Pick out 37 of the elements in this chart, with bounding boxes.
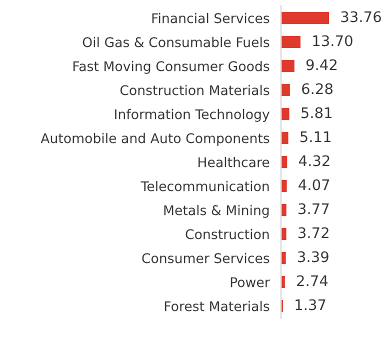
y-tick-label: Construction Materials (120, 84, 270, 96)
y-tick-label: Information Technology (115, 108, 270, 122)
y-tick-label: Fast Moving Consumer Goods (73, 60, 270, 74)
y-tick-label: Telecommunication (140, 180, 269, 192)
bar (281, 252, 286, 264)
y-tick-label: Metals & Mining (164, 204, 269, 218)
y-tick-label: Financial Services (152, 12, 270, 24)
bar (281, 228, 286, 240)
data-label: 13.70 (313, 35, 352, 46)
bar (281, 204, 286, 216)
y-tick-label: Construction (186, 228, 269, 240)
data-label: 9.42 (306, 59, 337, 70)
bar (281, 276, 285, 288)
data-label: 5.81 (302, 107, 332, 118)
y-tick-label: Healthcare (198, 156, 270, 168)
y-tick-label: Automobile and Auto Components (40, 132, 270, 146)
data-label: 3.72 (298, 227, 328, 238)
y-tick-label: Consumer Services (142, 252, 270, 264)
bar (281, 180, 287, 192)
bar (281, 60, 294, 72)
y-tick-label: Oil Gas & Consumable Fuels (82, 36, 270, 48)
data-label: 4.32 (298, 155, 330, 166)
data-label: 3.39 (298, 251, 328, 262)
bar (281, 108, 290, 120)
data-label: 2.74 (297, 275, 328, 286)
data-label: 6.28 (302, 83, 333, 94)
data-label: 1.37 (296, 299, 326, 310)
y-tick-label: Forest Materials (164, 300, 270, 312)
data-label: 3.77 (298, 203, 329, 214)
bar (281, 84, 290, 96)
data-label: 33.76 (341, 11, 381, 22)
bar (281, 132, 288, 144)
data-label: 4.07 (298, 179, 330, 190)
bar (281, 36, 300, 48)
data-label: 5.11 (300, 131, 331, 142)
y-tick-label: Power (230, 277, 270, 288)
bar (281, 12, 330, 24)
